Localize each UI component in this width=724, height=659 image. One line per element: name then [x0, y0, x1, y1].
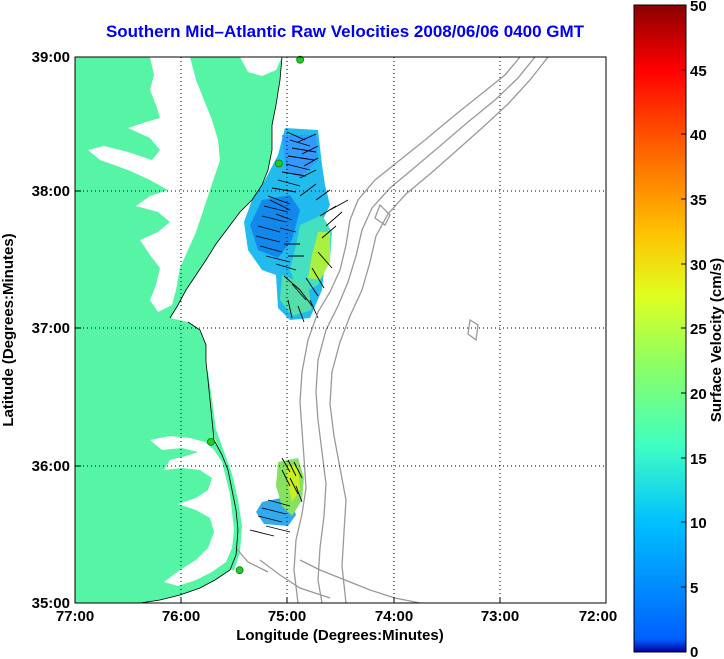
station-marker — [235, 566, 244, 575]
colorbar-tick-label: 10 — [690, 515, 707, 532]
colorbar-tick-label: 20 — [690, 386, 707, 403]
coastline — [169, 57, 283, 319]
plot-frame — [74, 56, 607, 604]
station-marker — [206, 437, 215, 446]
colorbar-tick-label: 45 — [690, 63, 707, 80]
x-tick-labels: 77:00 76:00 75:00 74:00 73:00 72:00 — [56, 608, 617, 625]
colorbar-tick-label: 0 — [690, 644, 698, 659]
station-marker — [296, 55, 305, 64]
y-tick-label: 36:00 — [32, 458, 70, 475]
station-marker — [274, 159, 283, 168]
x-tick-label: 74:00 — [375, 608, 413, 625]
chesapeake-bay — [88, 57, 220, 312]
y-tick-label: 38:00 — [32, 183, 70, 200]
colorbar — [633, 4, 687, 653]
x-tick-label: 75:00 — [268, 608, 306, 625]
y-tick-label: 37:00 — [32, 320, 70, 337]
colorbar-tick-label: 50 — [690, 0, 707, 15]
velocity-field-north — [244, 128, 349, 323]
x-tick-label: 76:00 — [162, 608, 200, 625]
x-tick-label: 72:00 — [579, 608, 617, 625]
map-title: Southern Mid–Atlantic Raw Velocities 200… — [105, 22, 585, 41]
station-markers — [206, 55, 305, 575]
colorbar-tick-label: 15 — [690, 451, 707, 468]
bathymetry-contours — [235, 57, 549, 603]
y-tick-label: 35:00 — [32, 595, 70, 612]
colorbar-tick-label: 25 — [690, 321, 707, 338]
colorbar-label: Surface Velocity (cm/s) — [708, 258, 724, 422]
y-axis-label: Latitude (Degrees:Minutes) — [0, 233, 17, 426]
colorbar-tick-label: 40 — [690, 127, 707, 144]
colorbar-tick-labels: 50 45 40 35 30 25 20 15 10 5 0 — [690, 0, 707, 659]
y-tick-label: 39:00 — [32, 49, 70, 66]
delmarva-peninsula — [176, 57, 282, 300]
y-tick-labels: 39:00 38:00 37:00 36:00 35:00 — [32, 49, 70, 612]
colorbar-tick-label: 5 — [690, 580, 698, 597]
delaware-bay — [240, 57, 282, 76]
x-tick-label: 73:00 — [481, 608, 519, 625]
colorbar-tick-label: 30 — [690, 257, 707, 274]
colorbar-tick-label: 35 — [690, 192, 707, 209]
colorbar-ticks — [681, 4, 686, 588]
pamlico-sound — [150, 436, 234, 586]
x-axis-label: Longitude (Degrees:Minutes) — [236, 627, 444, 644]
map-gridlines — [75, 57, 606, 603]
x-tick-label: 77:00 — [56, 608, 94, 625]
coastline-south — [139, 321, 239, 603]
axis-ticks — [75, 190, 501, 603]
velocity-field-south — [249, 457, 304, 537]
